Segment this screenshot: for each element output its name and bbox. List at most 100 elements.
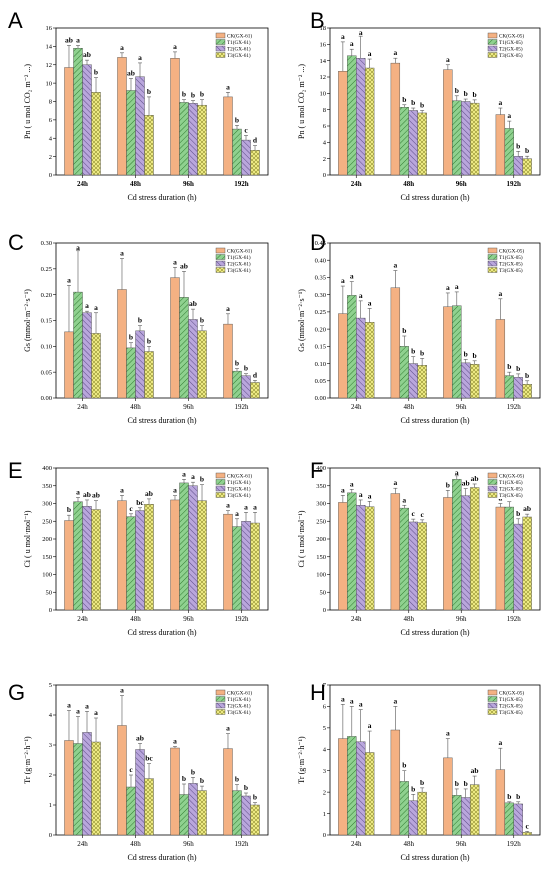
legend-label: T3(GX-05) <box>499 492 523 499</box>
bar-T1 <box>232 128 242 176</box>
bar-CK <box>223 748 233 836</box>
y-tick-label: 2 <box>323 156 326 163</box>
significance-letter: a <box>498 738 502 747</box>
panel-B: B 0 2 4 6 8 10 12 14 16 18 Pn ( u mol CO₂ m⁻² ...) C… <box>297 8 541 202</box>
bar-T1 <box>179 482 189 611</box>
significance-letter: a <box>67 701 71 710</box>
y-tick-label: 0.45 <box>315 240 326 247</box>
bar-T2 <box>513 523 523 611</box>
bar-T2 <box>408 110 418 176</box>
bar-T3 <box>91 509 101 611</box>
legend-swatch <box>215 254 226 260</box>
legend-swatch <box>215 709 226 715</box>
y-tick-label: 5 <box>323 725 326 732</box>
bar-T3 <box>522 832 532 836</box>
plot-frame <box>329 242 541 399</box>
significance-letter: b <box>200 90 204 99</box>
y-tick-label: 0.05 <box>315 378 326 385</box>
significance-letter: ab <box>136 734 144 743</box>
bar-CK <box>170 747 180 836</box>
y-tick-label: 0 <box>49 607 52 614</box>
significance-letter: c <box>129 765 133 774</box>
bar-T1 <box>126 516 136 611</box>
y-tick-label: 350 <box>42 483 52 490</box>
significance-letter: b <box>516 364 520 373</box>
bar-T3 <box>417 522 427 611</box>
panel-A: A 0 2 4 6 8 10 12 14 16 Pn ( u mol CO₂ m⁻² ...) Cd … <box>8 8 269 202</box>
bar-T2 <box>135 749 145 836</box>
bar-T1 <box>452 305 462 399</box>
legend-swatch <box>215 267 226 273</box>
significance-letter: c <box>420 510 424 519</box>
legend-label: T3(GX-05) <box>499 52 523 59</box>
y-tick-label: 300 <box>42 501 52 508</box>
bar-T3 <box>144 778 154 836</box>
y-tick-label: 0.10 <box>315 361 326 368</box>
bar-T2 <box>188 103 198 176</box>
bar-CK <box>443 306 453 399</box>
bar-T2 <box>461 101 471 176</box>
bar-T2 <box>188 319 198 399</box>
x-tick-label: 48h <box>404 403 415 411</box>
legend-label: T1(GX-61) <box>227 479 251 486</box>
bar-T2 <box>513 803 523 836</box>
bar-CK <box>495 319 506 399</box>
legend-label: T2(GX-05) <box>499 260 523 267</box>
significance-letter: ab <box>65 35 73 44</box>
bar-T1 <box>399 507 409 611</box>
significance-letter: a <box>173 737 177 746</box>
y-tick-label: 6 <box>49 117 53 124</box>
significance-letter: b <box>525 146 529 155</box>
y-tick-label: 400 <box>42 465 52 472</box>
y-tick-label: 2 <box>323 789 326 796</box>
legend-swatch <box>487 39 498 45</box>
bar-CK <box>117 289 127 399</box>
y-tick-label: 0.10 <box>41 344 52 351</box>
significance-letter: a <box>498 289 502 298</box>
bar-T2 <box>461 797 471 836</box>
y-tick-label: 50 <box>46 589 53 596</box>
significance-letter: a <box>235 509 239 518</box>
x-tick-label: 48h <box>404 615 415 623</box>
significance-letter: b <box>455 779 459 788</box>
significance-letter: d <box>253 136 258 145</box>
y-tick-label: 0.20 <box>41 292 52 299</box>
legend-swatch <box>215 492 226 498</box>
significance-letter: ab <box>471 766 479 775</box>
bar-T3 <box>197 104 207 176</box>
bar-T2 <box>356 505 366 611</box>
bar-T2 <box>241 139 251 176</box>
panel-C: C 0.00 0.05 0.10 0.15 0.20 0.25 0.30 Gs (mmol·m⁻… <box>8 230 269 425</box>
legend-swatch <box>487 267 498 273</box>
legend-label: T1(GX-61) <box>227 39 251 46</box>
significance-letter: b <box>147 336 151 345</box>
y-tick-label: 0.25 <box>41 266 52 273</box>
bar-T2 <box>461 495 471 611</box>
significance-letter: b <box>473 351 477 360</box>
panel-letter: D <box>310 230 326 255</box>
bar-CK <box>64 67 74 176</box>
significance-letter: c <box>412 509 416 518</box>
significance-letter: b <box>516 792 520 801</box>
significance-letter: b <box>464 89 468 98</box>
significance-letter: b <box>402 326 406 335</box>
y-tick-label: 0.15 <box>315 344 326 351</box>
significance-letter: b <box>473 90 477 99</box>
significance-letter: b <box>235 359 239 368</box>
bar-T1 <box>73 501 83 611</box>
significance-letter: b <box>516 141 520 150</box>
y-tick-label: 4 <box>323 746 327 753</box>
x-tick-label: 96h <box>456 403 467 411</box>
x-tick-label: 24h <box>77 180 88 188</box>
significance-letter: c <box>129 504 133 513</box>
panel-letter: A <box>8 8 23 33</box>
y-tick-label: 12 <box>320 74 327 81</box>
legend-swatch <box>487 696 498 702</box>
bar-T1 <box>504 802 514 836</box>
bar-T1 <box>504 375 514 399</box>
bar-T1 <box>232 370 242 399</box>
significance-letter: a <box>368 491 372 500</box>
significance-letter: a <box>393 48 397 57</box>
plot-frame <box>329 684 541 836</box>
legend-label: CK(GX-61) <box>227 472 252 479</box>
